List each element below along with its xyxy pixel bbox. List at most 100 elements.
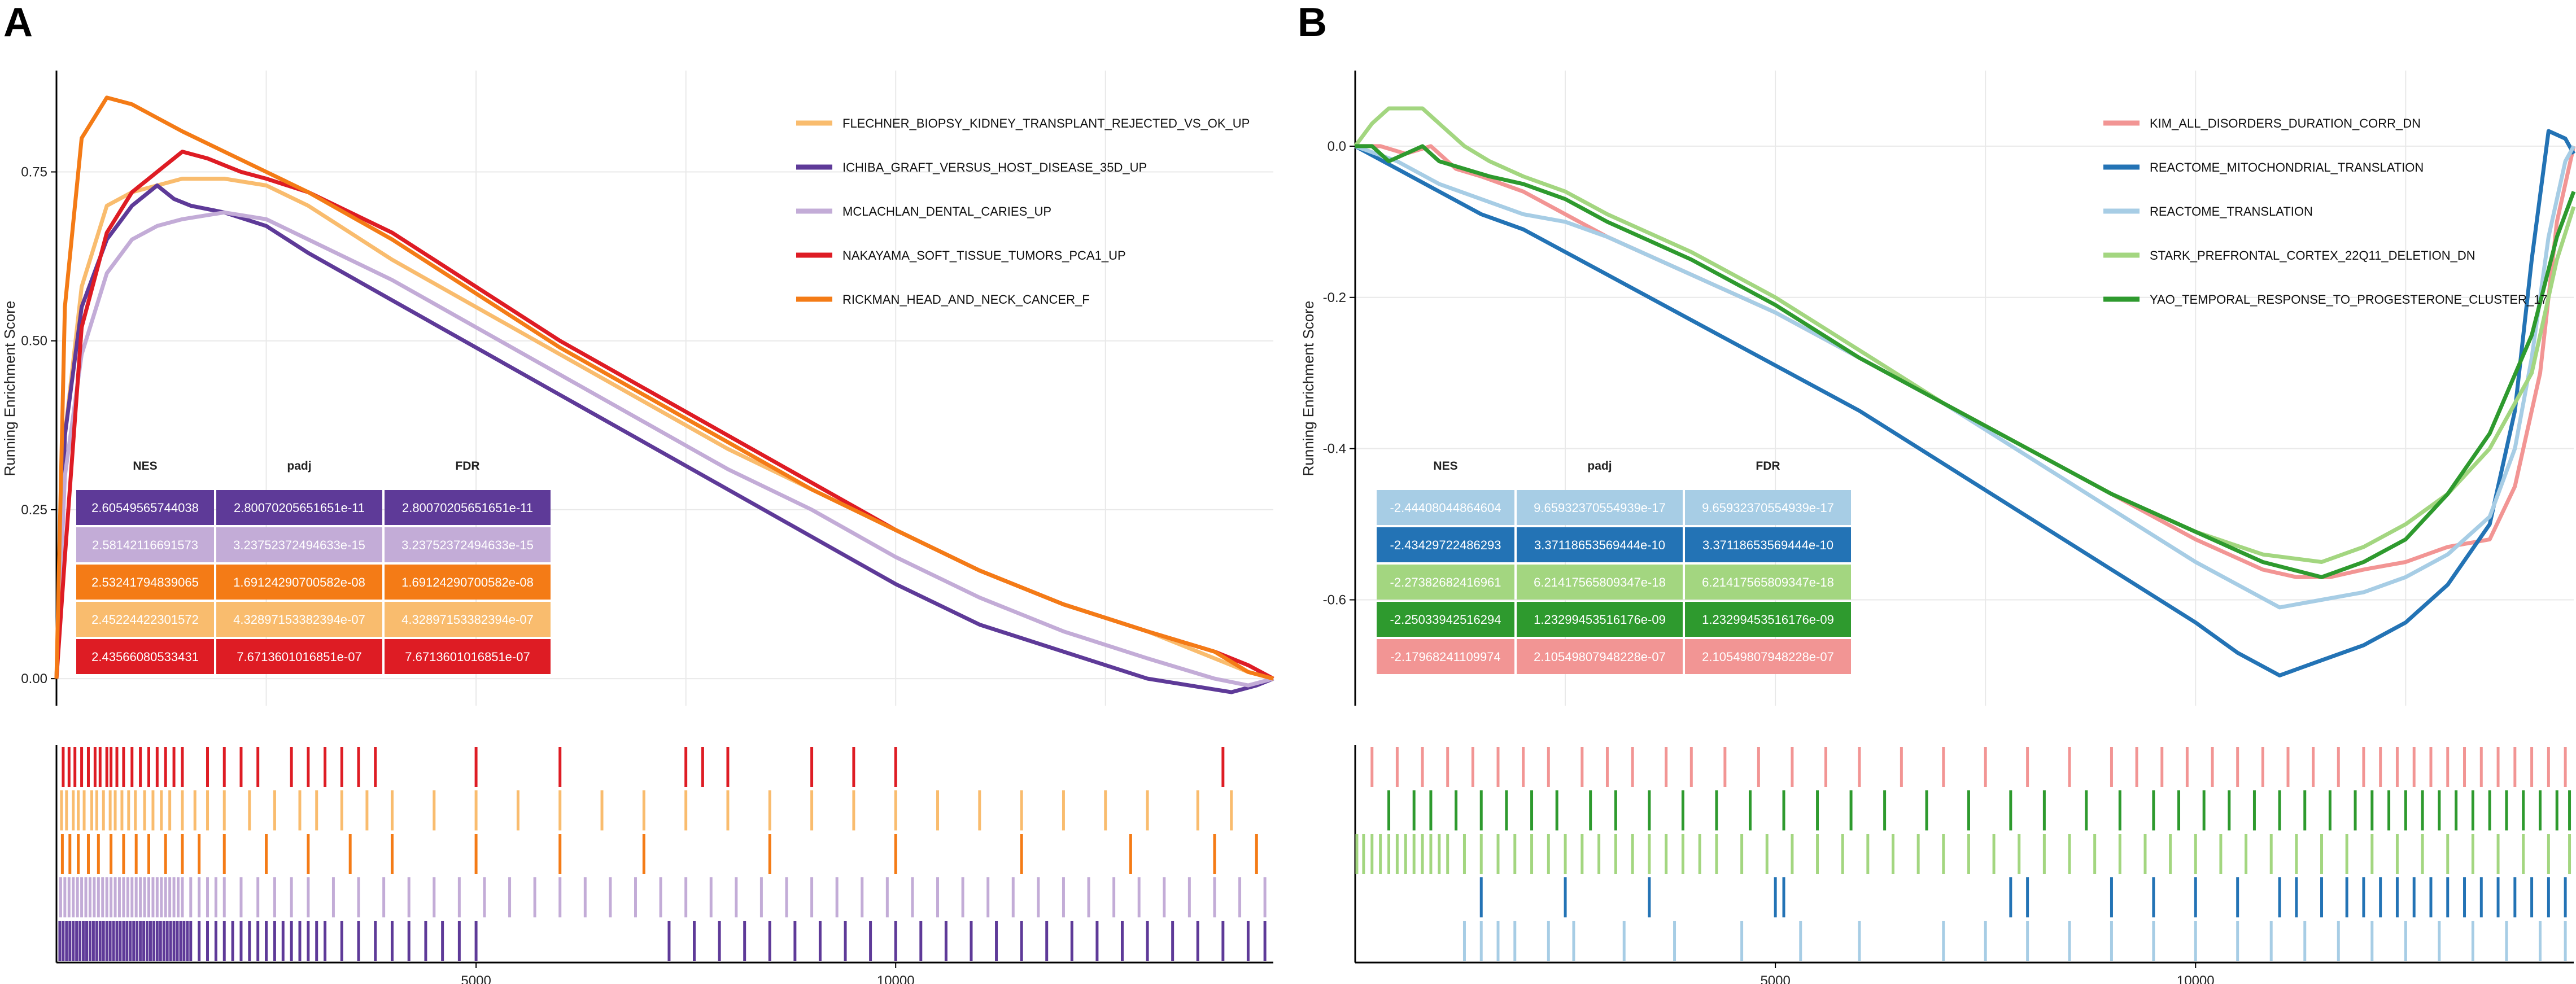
panel-b-table-cell: 1.23299453516176e-09 xyxy=(1534,613,1666,627)
panel-a-table-cell-bg xyxy=(76,602,214,637)
panel-a-table-header-nes: NES xyxy=(133,460,157,473)
panel-a-legend-label-2: ICHIBA_GRAFT_VERSUS_HOST_DISEASE_35D_UP xyxy=(842,160,1147,174)
panel-b-table-cell-bg xyxy=(1517,527,1683,562)
panel-a-table-cell: 4.32897153382394e-07 xyxy=(401,613,534,627)
panel-b-table-cell-bg xyxy=(1377,639,1514,674)
panel-b-y-axis-title: Running Enrichment Score xyxy=(1300,301,1317,476)
panel-a-table-header-padj: padj xyxy=(287,460,311,473)
panel-b-legend: KIM_ALL_DISORDERS_DURATION_CORR_DN REACTO… xyxy=(2103,116,2548,307)
panel-a-table-cell-bg xyxy=(216,527,382,562)
panel-a-table-cell: 1.69124290700582e-08 xyxy=(401,575,534,589)
panel-a-table-cell: 2.58142116691573 xyxy=(92,538,198,552)
panel-a-letter: A xyxy=(3,0,33,45)
panel-b-series-lines xyxy=(1354,106,2576,677)
panel-a-table-cell: 2.43566080533431 xyxy=(91,650,199,664)
panel-b-table-cell-bg xyxy=(1685,490,1851,525)
panel-a-table-cell-bg xyxy=(76,565,214,600)
panel-a-table-cell: 4.32897153382394e-07 xyxy=(233,613,365,627)
panel-b-table-cell-bg xyxy=(1517,602,1683,637)
panel-a-table-cell-bg xyxy=(216,565,382,600)
panel-a-table-cell-bg xyxy=(76,527,214,562)
panel-b: B -0.6 -0.4 -0.2 0.0 5000 10000 Running Enri… xyxy=(1298,0,2576,984)
panel-b-series-line-5 xyxy=(1355,144,2576,579)
panel-b-table-cell-bg xyxy=(1517,490,1683,525)
panel-a-table-cell: 2.45224422301572 xyxy=(91,613,199,627)
panel-b-table-cell: 2.10549807948228e-07 xyxy=(1702,650,1834,664)
panel-a-table-cell-bg xyxy=(216,639,382,674)
panel-a-table-cell: 7.6713601016851e-07 xyxy=(237,650,361,664)
panel-a-table-cell: 3.23752372494633e-15 xyxy=(233,538,365,552)
panel-a: A 0.00 0.25 0.50 0.75 5000 10000 Running Enr… xyxy=(1,0,1274,984)
panel-b-table-header-nes: NES xyxy=(1433,460,1457,473)
panel-b-legend-label-1: KIM_ALL_DISORDERS_DURATION_CORR_DN xyxy=(2150,116,2421,130)
panel-b-x-tick-label: 10000 xyxy=(2177,973,2215,984)
panel-a-x-ticks: 5000 10000 xyxy=(461,963,915,984)
panel-a-y-tick-label: 0.50 xyxy=(21,334,47,349)
panel-b-legend-label-2: REACTOME_MITOCHONDRIAL_TRANSLATION xyxy=(2150,160,2424,174)
panel-a-table-cell: 7.6713601016851e-07 xyxy=(405,650,530,664)
panel-b-table-cell: 6.21417565809347e-18 xyxy=(1534,575,1666,589)
panel-b-table-cell: -2.17968241109974 xyxy=(1390,650,1500,664)
panel-b-y-ticks: -0.6 -0.4 -0.2 0.0 xyxy=(1323,139,1355,608)
panel-b-gridlines xyxy=(1355,71,2574,706)
panel-b-rug-plot xyxy=(1355,747,2571,961)
panel-a-legend-label-5: RICKMAN_HEAD_AND_NECK_CANCER_F xyxy=(842,292,1090,307)
panel-a-table-cell: 2.80070205651651e-11 xyxy=(402,501,533,515)
panel-b-table-cell-bg xyxy=(1377,602,1514,637)
panel-b-series-line-3 xyxy=(1354,144,2576,610)
panel-b-y-tick-label: -0.4 xyxy=(1323,441,1346,457)
panel-a-rug-plot xyxy=(58,747,1267,961)
panel-b-table-cell: -2.43429722486293 xyxy=(1390,538,1501,552)
panel-b-table-cell: 9.65932370554939e-17 xyxy=(1534,501,1666,515)
panel-a-table-cell-bg xyxy=(385,490,551,525)
panel-a-table-header-fdr: FDR xyxy=(455,460,479,473)
panel-b-table-cell: -2.27382682416961 xyxy=(1390,575,1501,589)
panel-b-y-tick-label: -0.2 xyxy=(1323,290,1346,305)
panel-b-legend-label-3: REACTOME_TRANSLATION xyxy=(2150,204,2313,218)
panel-b-table-cell-bg xyxy=(1685,527,1851,562)
panel-a-legend-label-4: NAKAYAMA_SOFT_TISSUE_TUMORS_PCA1_UP xyxy=(842,248,1126,263)
panel-b-table-cell-bg xyxy=(1517,565,1683,600)
panel-a-series-lines xyxy=(54,95,1274,694)
panel-a-x-tick-label: 10000 xyxy=(877,973,915,984)
panel-a-table-cell-bg xyxy=(385,602,551,637)
panel-a-legend-label-3: MCLACHLAN_DENTAL_CARIES_UP xyxy=(842,204,1051,218)
panel-a-table-cell: 2.80070205651651e-11 xyxy=(234,501,365,515)
panel-b-series-line-2 xyxy=(1354,129,2576,677)
panel-a-legend: FLECHNER_BIOPSY_KIDNEY_TRANSPLANT_REJECT… xyxy=(796,116,1250,307)
panel-b-legend-label-5: YAO_TEMPORAL_RESPONSE_TO_PROGESTERONE_CL… xyxy=(2150,292,2548,307)
panel-b-table-cell-bg xyxy=(1685,639,1851,674)
panel-b-table-cell: 1.23299453516176e-09 xyxy=(1702,613,1834,627)
panel-a-table-cell: 2.60549565744038 xyxy=(91,501,199,515)
panel-b-table-cell-bg xyxy=(1377,490,1514,525)
panel-b-table-cell: 3.37118653569444e-10 xyxy=(1702,538,1833,552)
panel-a-table-cell-bg xyxy=(216,490,382,525)
panel-b-table-cell: -2.25033942516294 xyxy=(1390,613,1501,627)
panel-a-y-axis-title: Running Enrichment Score xyxy=(1,301,18,476)
panel-b-table-cell-bg xyxy=(1517,639,1683,674)
panel-a-y-tick-label: 0.25 xyxy=(21,502,47,518)
panel-b-stats-table: NES padj FDR -2.44408044864604 9.65932370554… xyxy=(1377,460,1851,674)
panel-a-legend-label-1: FLECHNER_BIOPSY_KIDNEY_TRANSPLANT_REJECT… xyxy=(842,116,1250,130)
panel-b-letter: B xyxy=(1298,0,1327,45)
panel-a-table-cell-bg xyxy=(385,527,551,562)
panel-b-legend-label-4: STARK_PREFRONTAL_CORTEX_22Q11_DELETION_D… xyxy=(2150,248,2475,263)
panel-a-table-cell-bg xyxy=(216,602,382,637)
panel-b-table-cell-bg xyxy=(1377,565,1514,600)
panel-a-table-cell-bg xyxy=(385,639,551,674)
panel-a-y-ticks: 0.00 0.25 0.50 0.75 xyxy=(21,165,56,686)
panel-a-table-cell: 2.53241794839065 xyxy=(91,575,199,589)
panel-b-table-cell: 2.10549807948228e-07 xyxy=(1534,650,1666,664)
panel-a-table-cell-bg xyxy=(76,490,214,525)
panel-a-x-tick-label: 5000 xyxy=(461,973,491,984)
panel-b-table-header-padj: padj xyxy=(1587,460,1612,473)
panel-a-table-cell: 1.69124290700582e-08 xyxy=(233,575,365,589)
panel-a-y-tick-label: 0.00 xyxy=(21,671,47,686)
panel-b-table-cell-bg xyxy=(1685,565,1851,600)
panel-a-y-tick-label: 0.75 xyxy=(21,165,47,180)
panel-b-table-cell: 9.65932370554939e-17 xyxy=(1702,501,1834,515)
panel-b-table-header-fdr: FDR xyxy=(1756,460,1780,473)
panel-b-table-cell: 3.37118653569444e-10 xyxy=(1534,538,1665,552)
panel-b-table-cell: -2.44408044864604 xyxy=(1390,501,1501,515)
